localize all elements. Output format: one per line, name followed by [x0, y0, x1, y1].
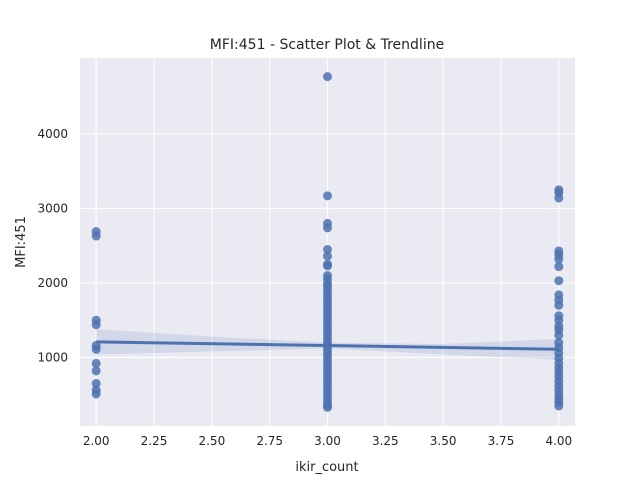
- data-point: [323, 244, 332, 254]
- x-tick-label: 3.25: [372, 434, 399, 448]
- data-point: [323, 402, 332, 412]
- points-layer: [91, 72, 564, 412]
- x-tick-labels: 2.00 2.25 2.50 2.75 3.00 3.25 3.50 3.75 4.00: [83, 434, 572, 448]
- y-tick-label: 1000: [37, 350, 68, 364]
- data-point: [323, 261, 332, 271]
- x-tick-label: 3.75: [488, 434, 515, 448]
- data-point: [554, 254, 564, 264]
- data-point: [91, 389, 101, 399]
- x-tick-label: 3.00: [314, 434, 341, 448]
- y-tick-label: 4000: [37, 127, 68, 141]
- chart-title: MFI:451 - Scatter Plot & Trendline: [210, 37, 444, 53]
- y-tick-label: 2000: [37, 276, 68, 290]
- data-point: [554, 401, 564, 411]
- data-point: [91, 358, 101, 368]
- data-point: [323, 223, 332, 233]
- data-point: [91, 379, 101, 389]
- data-point: [554, 262, 564, 272]
- x-tick-label: 2.25: [141, 434, 168, 448]
- data-point: [554, 193, 564, 203]
- y-axis-label: MFI:451: [14, 216, 29, 268]
- x-tick-label: 2.50: [198, 434, 225, 448]
- x-tick-label: 2.75: [256, 434, 283, 448]
- x-tick-label: 4.00: [545, 434, 572, 448]
- y-tick-labels: 1000 2000 3000 4000: [37, 127, 68, 364]
- data-point: [91, 231, 101, 241]
- data-point: [554, 300, 564, 310]
- y-tick-label: 3000: [37, 201, 68, 215]
- data-point: [91, 320, 101, 330]
- x-tick-label: 2.00: [83, 434, 110, 448]
- data-point: [323, 251, 332, 261]
- data-point: [323, 191, 332, 201]
- data-point: [323, 72, 332, 82]
- x-tick-label: 3.50: [430, 434, 457, 448]
- data-point: [554, 276, 564, 286]
- data-point: [91, 344, 101, 354]
- data-point: [91, 366, 101, 376]
- data-point: [554, 330, 564, 340]
- x-axis-label: ikir_count: [295, 460, 358, 475]
